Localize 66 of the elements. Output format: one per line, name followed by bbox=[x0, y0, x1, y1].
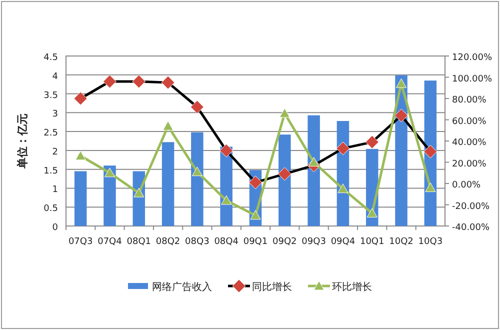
y2-tick-label: 100.00% bbox=[452, 74, 492, 84]
y-tick-label: 0.5 bbox=[44, 204, 58, 214]
y-tick-label: 4 bbox=[52, 72, 58, 82]
point bbox=[162, 120, 174, 130]
point bbox=[250, 210, 261, 220]
point bbox=[248, 176, 262, 190]
y2-tick-label: -40.00% bbox=[452, 223, 490, 233]
bar bbox=[191, 132, 204, 226]
y2-tick-label: 20.00% bbox=[452, 159, 487, 170]
legend-label: 同比增长 bbox=[252, 281, 292, 293]
point bbox=[308, 157, 320, 166]
y-tick-label: 1 bbox=[52, 185, 58, 196]
x-tick-label: 10Q2 bbox=[389, 237, 414, 247]
y-tick-label: 4.5 bbox=[44, 53, 58, 63]
point bbox=[161, 76, 175, 90]
legend-label: 网络广告收入 bbox=[152, 281, 212, 293]
y2-tick-label: 120.00% bbox=[452, 53, 492, 63]
bar bbox=[74, 171, 87, 226]
bar bbox=[162, 142, 174, 226]
point bbox=[192, 166, 202, 176]
point bbox=[74, 92, 88, 106]
point bbox=[336, 142, 350, 156]
legend-label: 环比增长 bbox=[332, 281, 372, 293]
point bbox=[424, 144, 438, 158]
y2-tick-label: 80.00% bbox=[452, 96, 487, 106]
x-tick-label: 08Q3 bbox=[185, 237, 210, 247]
point bbox=[75, 150, 86, 160]
x-tick-label: 07Q4 bbox=[98, 237, 122, 247]
x-tick-label: 10Q1 bbox=[360, 237, 384, 247]
point bbox=[396, 78, 407, 88]
point bbox=[338, 184, 348, 194]
y-tick-label: 3.5 bbox=[44, 90, 58, 101]
y2-tick-label: 60.00% bbox=[452, 116, 487, 127]
y2-tick-label: 0.00% bbox=[452, 180, 482, 190]
point bbox=[278, 167, 292, 181]
y-tick-label: 1.5 bbox=[44, 166, 58, 176]
x-tick-label: 10Q3 bbox=[418, 237, 443, 247]
point bbox=[102, 74, 116, 88]
x-tick-label: 08Q1 bbox=[126, 237, 152, 247]
point bbox=[366, 208, 378, 218]
x-tick-label: 07Q3 bbox=[68, 237, 93, 247]
point bbox=[132, 74, 146, 88]
y-tick-label: 0 bbox=[52, 223, 58, 233]
bar bbox=[278, 134, 291, 226]
x-tick-label: 08Q2 bbox=[156, 237, 180, 247]
point bbox=[394, 108, 408, 122]
point bbox=[279, 108, 290, 118]
y2-tick-label: -20.00% bbox=[452, 202, 490, 212]
point bbox=[425, 182, 436, 192]
bar bbox=[308, 115, 320, 226]
point bbox=[190, 100, 204, 114]
point bbox=[221, 195, 232, 205]
y-tick-label: 2 bbox=[52, 147, 58, 158]
point bbox=[104, 168, 115, 178]
point bbox=[365, 135, 379, 149]
x-tick-label: 09Q2 bbox=[272, 237, 297, 247]
y-axis-title: 单位：亿元 bbox=[16, 114, 29, 170]
x-tick-label: 09Q3 bbox=[302, 237, 326, 247]
y-tick-label: 3 bbox=[52, 110, 58, 120]
x-tick-label: 09Q1 bbox=[243, 237, 268, 247]
x-tick-label: 09Q4 bbox=[330, 237, 356, 247]
x-tick-label: 08Q4 bbox=[214, 237, 239, 247]
point bbox=[220, 144, 234, 158]
y2-tick-label: 40.00% bbox=[452, 138, 487, 148]
point bbox=[134, 188, 144, 198]
y-tick-label: 2.5 bbox=[44, 128, 58, 139]
